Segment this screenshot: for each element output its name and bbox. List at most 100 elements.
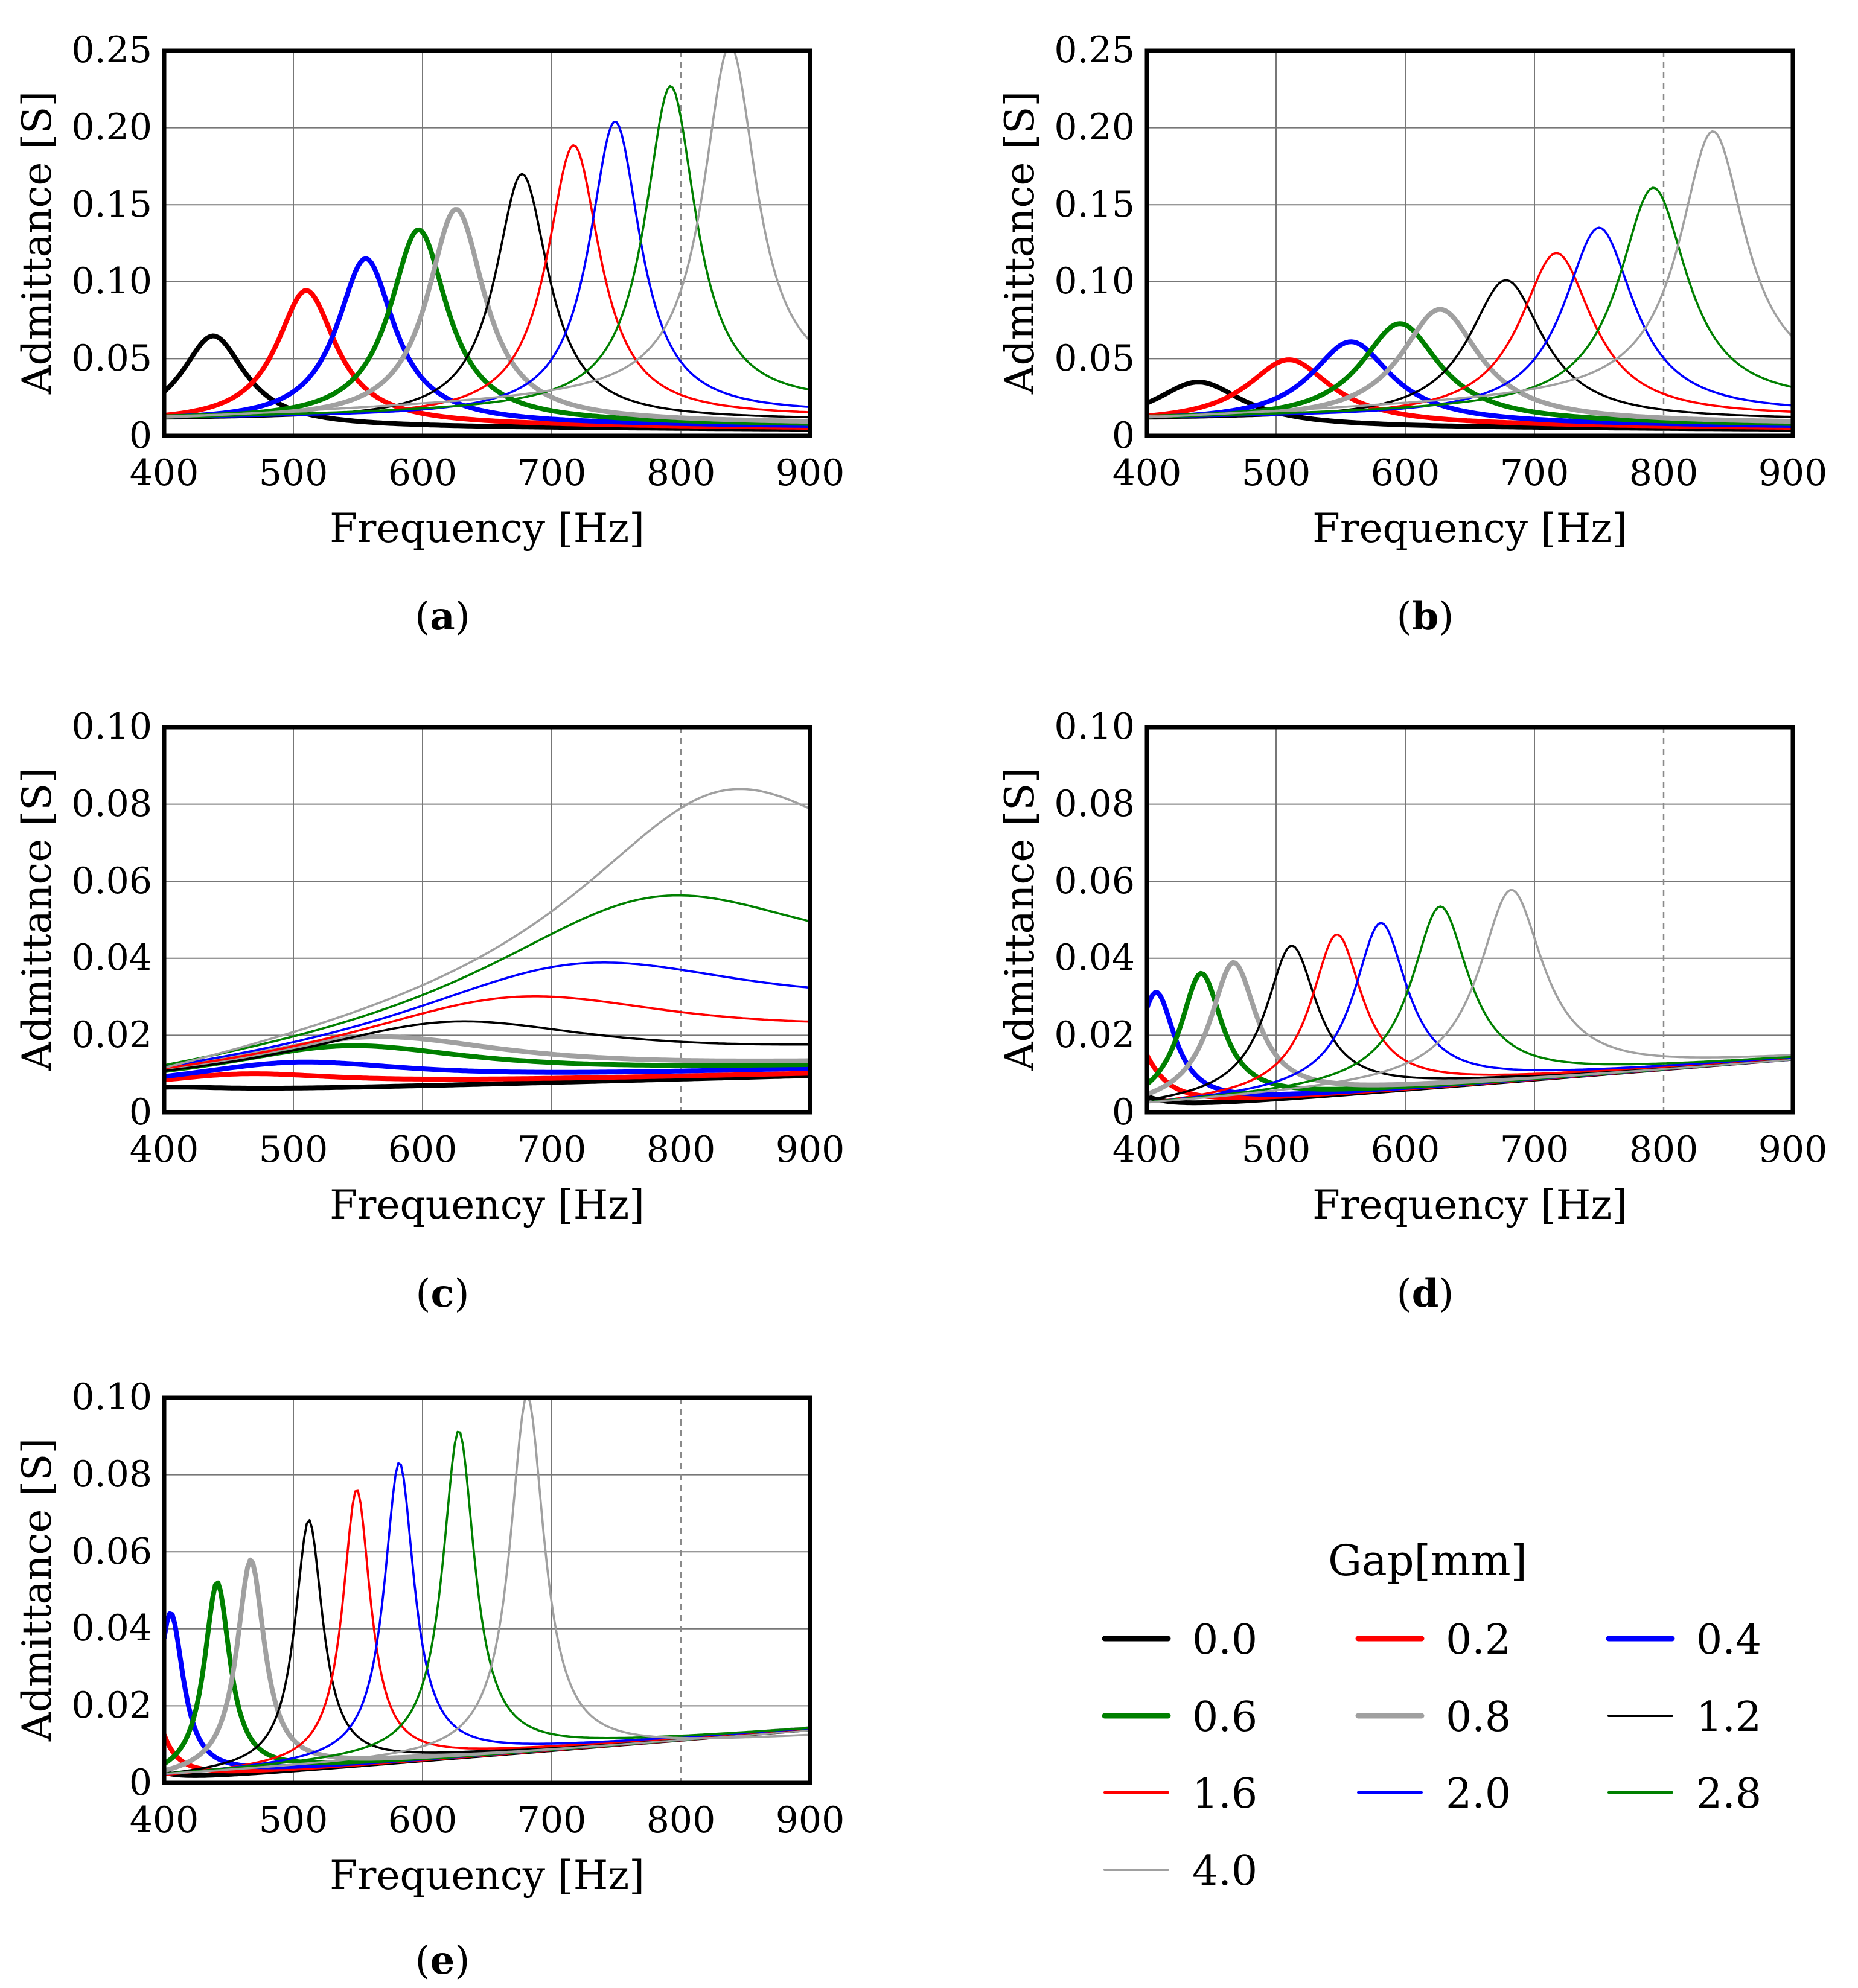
y-tick-label: 0.25 <box>71 29 152 71</box>
x-tick-label: 900 <box>776 1799 845 1841</box>
legend-item: 4.0 <box>1103 1847 1257 1895</box>
series-line-4.0 <box>1147 889 1793 1104</box>
x-tick-label: 800 <box>1629 1129 1699 1171</box>
y-tick-label: 0.10 <box>1054 260 1135 302</box>
panel-caption-d: (d) <box>1397 1271 1454 1316</box>
x-tick-label: 600 <box>1371 452 1440 494</box>
x-tick-label: 500 <box>259 452 328 494</box>
x-tick-labels-b: 400 500 600 700 800 900 <box>1113 452 1828 494</box>
series-line-2.8 <box>1147 905 1793 1103</box>
y-tick-label: 0.04 <box>71 1607 152 1649</box>
legend-item: 0.8 <box>1355 1693 1511 1741</box>
plot-area-c <box>162 725 812 1115</box>
legend-label: 2.0 <box>1446 1770 1511 1818</box>
x-tick-label: 800 <box>1629 452 1699 494</box>
y-tick-label: 0.10 <box>71 706 152 748</box>
y-tick-label: 0 <box>1112 1091 1135 1133</box>
x-tick-labels-e: 400 500 600 700 800 900 <box>130 1799 845 1841</box>
series-line-2.8 <box>164 84 810 419</box>
series-line-0.8 <box>1147 307 1793 424</box>
caption-letter: b <box>1412 594 1439 639</box>
axes-frame <box>162 1395 812 1785</box>
series-line-1.6 <box>164 995 810 1069</box>
x-tick-label: 500 <box>259 1799 328 1841</box>
y-tick-label: 0.05 <box>1054 337 1135 380</box>
caption-letter: e <box>430 1938 455 1983</box>
y-axis-label: Admittance [S] <box>997 91 1043 395</box>
panel-caption-e: (e) <box>415 1938 470 1983</box>
axes-frame <box>162 48 812 438</box>
x-tick-label: 900 <box>776 452 845 494</box>
x-tick-label: 800 <box>646 1129 716 1171</box>
x-tick-label: 500 <box>1242 452 1311 494</box>
panel-e: 0.10 0.08 0.06 0.04 0.02 0 400 500 600 7… <box>14 1376 844 1983</box>
legend-label: 1.2 <box>1696 1693 1761 1741</box>
x-tick-label: 900 <box>1758 1129 1828 1171</box>
y-tick-label: 0.10 <box>71 260 152 302</box>
legend-item: 2.8 <box>1607 1770 1761 1818</box>
legend-label: 0.6 <box>1192 1693 1257 1741</box>
y-tick-label: 0.08 <box>71 783 152 825</box>
series-line-0.4 <box>164 1059 810 1079</box>
series-line-2.8 <box>164 1430 810 1775</box>
series-line-4.0 <box>164 51 810 419</box>
series-line-2.8 <box>164 894 810 1066</box>
panel-caption-a: (a) <box>415 594 470 639</box>
y-tick-label: 0.10 <box>71 1376 152 1418</box>
y-axis-label: Admittance [S] <box>14 1438 60 1742</box>
x-tick-label: 600 <box>388 452 458 494</box>
legend-label: 1.6 <box>1192 1770 1257 1818</box>
y-tick-label: 0.02 <box>71 1014 152 1056</box>
x-tick-label: 600 <box>1371 1129 1440 1171</box>
x-tick-label: 400 <box>130 452 199 494</box>
y-tick-label: 0.10 <box>1054 706 1135 748</box>
series-line-4.0 <box>164 788 810 1069</box>
y-tick-label: 0.04 <box>1054 937 1135 979</box>
y-tick-label: 0.20 <box>1054 106 1135 148</box>
x-tick-label: 900 <box>1758 452 1828 494</box>
x-axis-label: Frequency [Hz] <box>330 1852 645 1899</box>
legend-item: 1.6 <box>1103 1770 1257 1818</box>
x-axis-label: Frequency [Hz] <box>1312 505 1627 552</box>
y-tick-label: 0.06 <box>71 1531 152 1573</box>
legend-title: Gap[mm] <box>1328 1536 1527 1585</box>
legend-item: 0.2 <box>1355 1616 1511 1664</box>
panel-caption-c: (c) <box>416 1271 470 1316</box>
y-tick-label: 0.15 <box>1054 183 1135 226</box>
x-tick-label: 700 <box>517 452 587 494</box>
caption-letter: d <box>1412 1271 1439 1316</box>
plot-area-a <box>162 48 812 438</box>
series-line-2.0 <box>164 961 810 1068</box>
series-line-4.0 <box>1147 130 1793 419</box>
series-line-0.4 <box>164 256 810 428</box>
y-tick-label: 0.02 <box>71 1684 152 1727</box>
y-tick-labels-c: 0.10 0.08 0.06 0.04 0.02 0 <box>71 706 152 1133</box>
legend-item: 1.2 <box>1607 1693 1761 1741</box>
y-tick-labels-a: 0.25 0.20 0.15 0.10 0.05 0 <box>71 29 152 457</box>
y-tick-label: 0.02 <box>1054 1014 1135 1056</box>
x-tick-label: 700 <box>1500 452 1569 494</box>
x-tick-labels-a: 400 500 600 700 800 900 <box>130 452 845 494</box>
y-tick-labels-d: 0.10 0.08 0.06 0.04 0.02 0 <box>1054 706 1135 1133</box>
x-tick-label: 700 <box>517 1129 587 1171</box>
legend-item: 0.4 <box>1606 1616 1761 1664</box>
x-tick-labels-d: 400 500 600 700 800 900 <box>1113 1129 1828 1171</box>
series-line-0.2 <box>164 1071 810 1083</box>
legend-label: 0.4 <box>1696 1616 1761 1664</box>
y-tick-label: 0.06 <box>1054 860 1135 902</box>
x-tick-label: 500 <box>259 1129 328 1171</box>
legend-item: 2.0 <box>1357 1770 1511 1818</box>
series-line-2.0 <box>1147 922 1793 1104</box>
plot-area-b <box>1144 48 1795 438</box>
plot-area-e <box>162 1395 812 1785</box>
caption-letter: a <box>430 594 455 639</box>
y-tick-labels-b: 0.25 0.20 0.15 0.10 0.05 0 <box>1054 29 1135 457</box>
y-tick-label: 0 <box>1112 415 1135 457</box>
legend-label: 0.8 <box>1446 1693 1511 1741</box>
legend-label: 4.0 <box>1192 1847 1257 1895</box>
series-line-0.4 <box>1147 339 1793 428</box>
series-line-1.2 <box>1147 945 1793 1101</box>
legend-label: 0.2 <box>1446 1616 1511 1664</box>
y-axis-label: Admittance [S] <box>997 768 1043 1071</box>
